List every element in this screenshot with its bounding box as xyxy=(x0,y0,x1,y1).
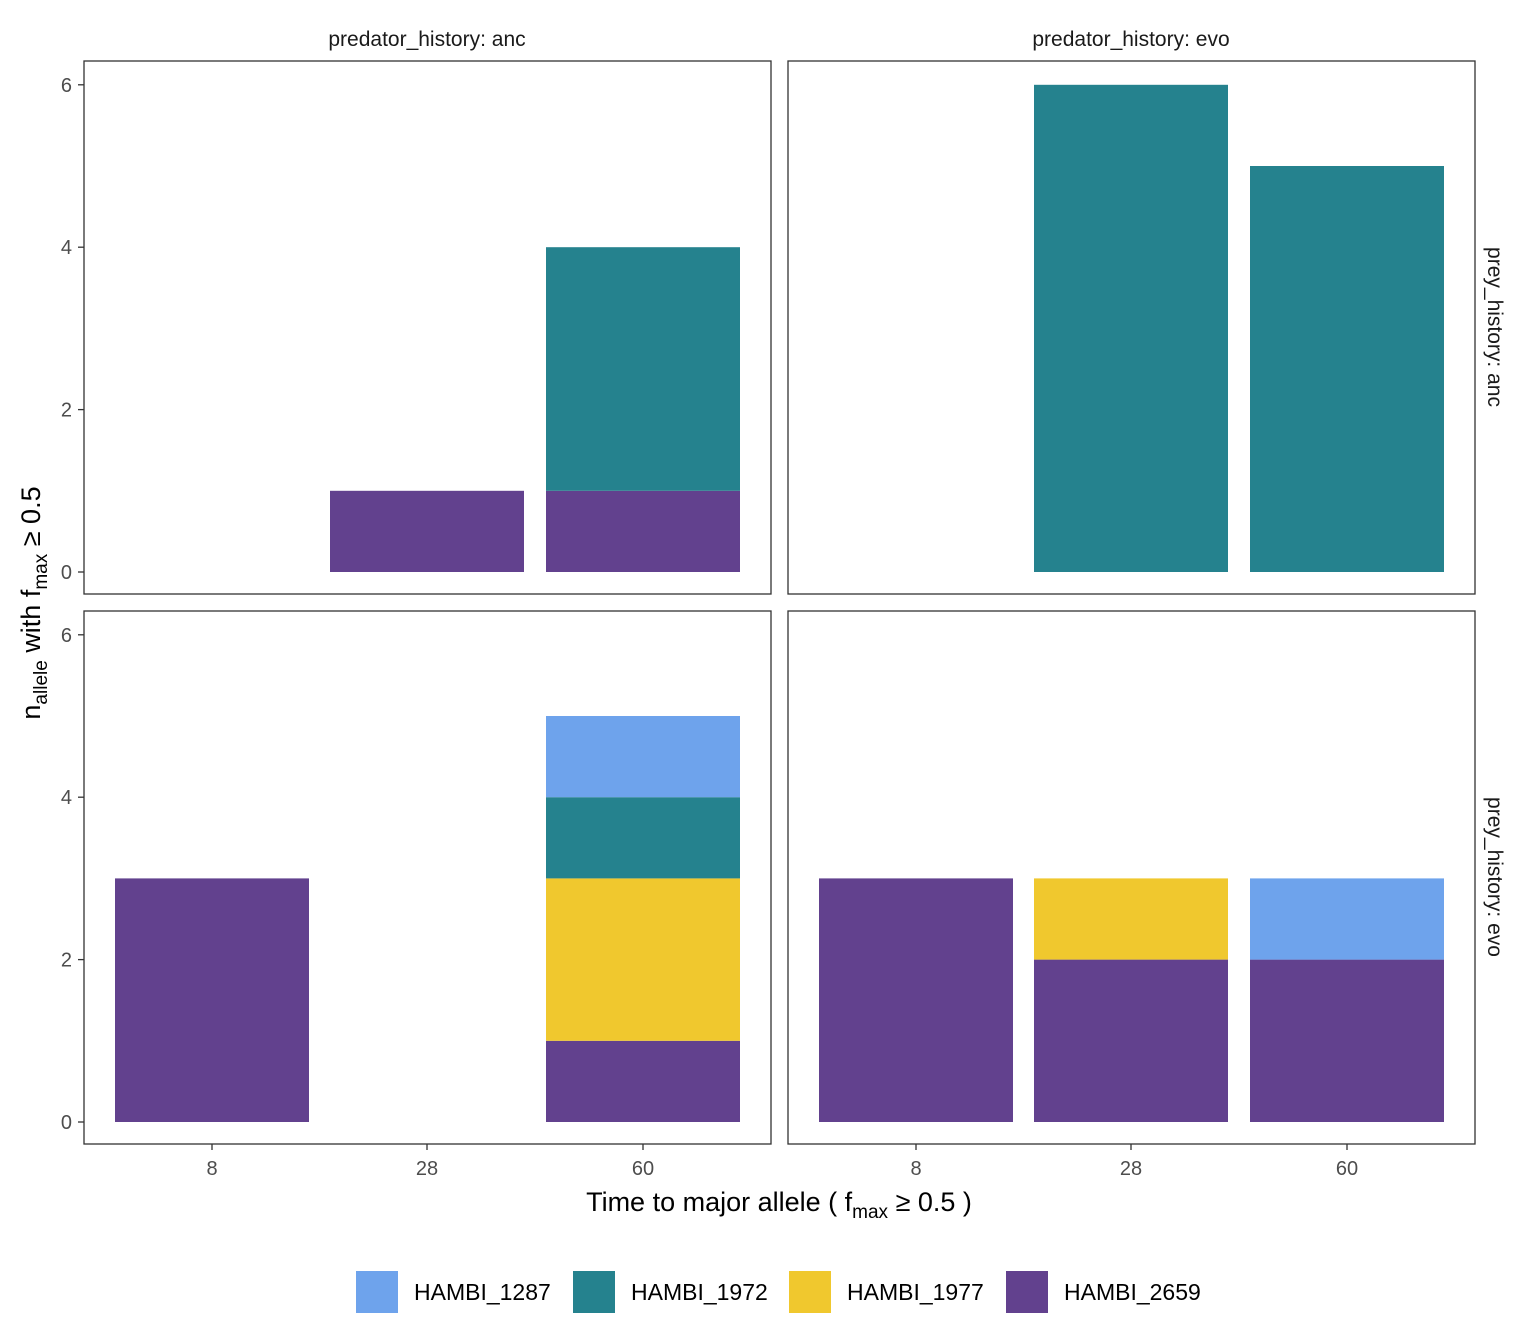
bar-hambi-1972-t60-r1-c0 xyxy=(546,797,740,879)
panel-r0-c1 xyxy=(787,60,1476,595)
bar-hambi-2659-t28-r0-c0 xyxy=(330,490,524,572)
y-tick-label: 0 xyxy=(61,1112,72,1134)
bar-hambi-1287-t60-r1-c0 xyxy=(546,716,740,798)
bar-hambi-2659-t60-r1-c1 xyxy=(1250,959,1444,1122)
bar-hambi-2659-t60-r1-c0 xyxy=(546,1040,740,1122)
bar-hambi-1972-t60-r0-c1 xyxy=(1250,166,1444,572)
legend-key-hambi-1977 xyxy=(789,1271,831,1313)
legend-key-hambi-2659 xyxy=(1006,1271,1048,1313)
legend-label-hambi-2659: HAMBI_2659 xyxy=(1064,1279,1201,1305)
bar-hambi-1977-t28-r1-c1 xyxy=(1034,878,1228,960)
legend-key-hambi-1287 xyxy=(356,1271,398,1313)
y-tick-label: 0 xyxy=(61,562,72,584)
panel-border xyxy=(83,60,772,595)
y-tick-label: 2 xyxy=(61,400,72,422)
col-strip-label-anc: predator_history: anc xyxy=(328,28,525,51)
bar-hambi-1972-t60-r0-c0 xyxy=(546,247,740,491)
panel-r1-c1: 8 28 60 xyxy=(787,610,1476,1180)
row-strip-label-evo: prey_history: evo xyxy=(1483,797,1506,957)
legend: HAMBI_1287 HAMBI_1972 HAMBI_1977 HAMBI_2… xyxy=(356,1271,1201,1313)
y-axis-title: nallele with fmax ≥ 0.5 xyxy=(16,486,52,719)
x-tick-label: 28 xyxy=(1120,1158,1142,1180)
bar-hambi-1287-t60-r1-c1 xyxy=(1250,878,1444,960)
legend-label-hambi-1287: HAMBI_1287 xyxy=(414,1279,551,1305)
bar-hambi-1972-t28-r0-c1 xyxy=(1034,84,1228,573)
y-tick-label: 4 xyxy=(61,237,72,259)
x-axis-title: Time to major allele ( fmax ≥ 0.5 ) xyxy=(586,1187,972,1223)
col-strip-label-evo: predator_history: evo xyxy=(1032,28,1229,51)
panel-border xyxy=(787,60,1476,595)
panel-r1-c0: 0 2 4 6 8 28 60 xyxy=(61,610,772,1180)
bar-hambi-2659-t60-r0-c0 xyxy=(546,490,740,572)
y-tick-label: 6 xyxy=(61,625,72,647)
panel-r0-c0: 0 2 4 6 xyxy=(61,60,772,595)
y-tick-label: 2 xyxy=(61,950,72,972)
legend-label-hambi-1977: HAMBI_1977 xyxy=(847,1279,984,1305)
row-strip-label-anc: prey_history: anc xyxy=(1483,247,1506,407)
y-tick-label: 6 xyxy=(61,75,72,97)
x-tick-label: 8 xyxy=(206,1158,217,1180)
x-tick-label: 60 xyxy=(1336,1158,1358,1180)
bar-hambi-2659-t8-r1-c0 xyxy=(115,878,309,1122)
bar-hambi-2659-t8-r1-c1 xyxy=(819,878,1013,1122)
legend-label-hambi-1972: HAMBI_1972 xyxy=(631,1279,768,1305)
x-tick-label: 60 xyxy=(632,1158,654,1180)
legend-key-hambi-1972 xyxy=(573,1271,615,1313)
bar-hambi-2659-t28-r1-c1 xyxy=(1034,959,1228,1122)
y-tick-label: 4 xyxy=(61,787,72,809)
x-tick-label: 28 xyxy=(416,1158,438,1180)
x-tick-label: 8 xyxy=(910,1158,921,1180)
bar-hambi-1977-t60-r1-c0 xyxy=(546,878,740,1041)
